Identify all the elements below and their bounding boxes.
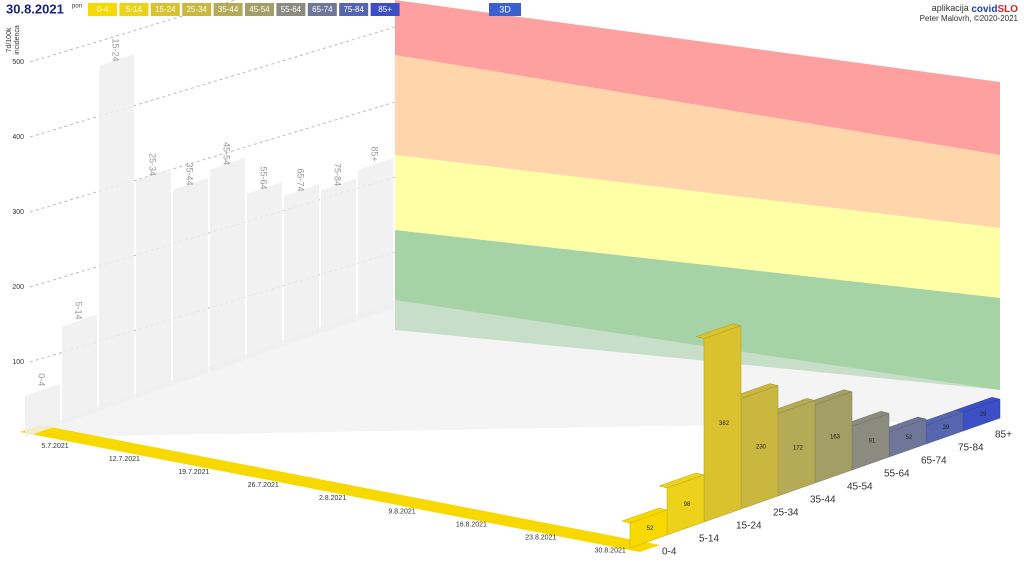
legend-button[interactable] <box>276 3 306 16</box>
bar <box>629 509 668 549</box>
date-label: 12.7.2021 <box>109 456 140 463</box>
legend-label[interactable]: 0-4 <box>97 5 109 14</box>
back-bar-label: 25-34 <box>148 153 158 176</box>
category-label: 55-64 <box>884 469 910 480</box>
category-label: 25-34 <box>773 508 799 519</box>
y-tick-label: 100 <box>12 359 24 366</box>
legend-button[interactable] <box>150 3 180 16</box>
legend-button[interactable] <box>339 3 369 16</box>
value-label: 98 <box>684 502 691 508</box>
category-label: 5-14 <box>699 534 719 545</box>
category-label: 35-44 <box>810 495 836 506</box>
back-bar-label: 0-4 <box>37 373 47 386</box>
date: 30.8.2021 <box>6 1 64 16</box>
value-label: 91 <box>869 439 876 445</box>
back-bar-label: 55-64 <box>259 166 269 189</box>
day: pon <box>72 4 82 10</box>
back-bar-label: 45-54 <box>222 142 232 165</box>
back-bar <box>358 158 393 320</box>
back-bar-label: 85+ <box>370 146 380 161</box>
back-bar <box>136 168 171 398</box>
back-bar <box>210 157 245 372</box>
category-label: 75-84 <box>958 443 984 454</box>
category-label: 45-54 <box>847 482 873 493</box>
band-yellow <box>395 155 1000 298</box>
mode-button[interactable] <box>489 3 521 16</box>
value-label: 172 <box>793 445 804 451</box>
date-label: 5.7.2021 <box>41 443 68 450</box>
value-label: 39 <box>943 425 950 431</box>
back-bar-label: 65-74 <box>296 168 306 191</box>
legend-label[interactable]: 35-44 <box>218 5 239 14</box>
value-label: 382 <box>719 421 730 427</box>
y-tick-label: 500 <box>12 59 24 66</box>
date-label: 19.7.2021 <box>178 469 209 476</box>
category-label: 85+ <box>995 430 1012 441</box>
band-green <box>395 230 1000 390</box>
bar <box>666 474 705 536</box>
legend-button[interactable] <box>370 3 400 16</box>
y-axis-title: incidenca <box>14 25 21 55</box>
back-bar <box>173 178 208 385</box>
y-axis-title: 7d/100k <box>6 27 13 52</box>
legend-button[interactable] <box>245 3 274 16</box>
band-orange <box>395 55 1000 228</box>
date-label: 30.8.2021 <box>595 548 626 555</box>
bar <box>703 325 742 523</box>
date-label: 26.7.2021 <box>248 482 279 489</box>
back-bar <box>99 54 134 411</box>
value-label: 39 <box>980 412 987 418</box>
value-label: 52 <box>906 435 913 441</box>
back-bar-label: 75-84 <box>333 163 343 186</box>
band-red <box>395 0 1000 155</box>
back-bar <box>321 178 356 333</box>
category-label: 65-74 <box>921 456 947 467</box>
category-label: 15-24 <box>736 521 762 532</box>
date-label: 16.8.2021 <box>456 521 487 528</box>
legend-label[interactable]: 45-54 <box>249 5 270 14</box>
legend-label[interactable]: 25-34 <box>186 5 207 14</box>
legend-label[interactable]: 75-84 <box>343 5 364 14</box>
y-tick-label: 300 <box>12 209 24 216</box>
date-label: 9.8.2021 <box>388 508 415 515</box>
y-tick-label: 400 <box>12 134 24 141</box>
y-tick-label: 200 <box>12 284 24 291</box>
app-name: covid <box>971 4 997 15</box>
legend-button[interactable] <box>119 3 149 16</box>
legend-button[interactable] <box>307 3 337 16</box>
legend-button[interactable] <box>182 3 212 16</box>
date-floor <box>20 425 660 552</box>
value-label: 230 <box>756 444 767 450</box>
legend-label[interactable]: 85+ <box>378 5 392 14</box>
app-credit: aplikacija covidSLO <box>932 3 1018 14</box>
back-bar <box>284 184 319 346</box>
value-label: 163 <box>830 434 841 440</box>
back-bar-label: 35-44 <box>185 162 195 185</box>
value-label: 52 <box>647 526 654 532</box>
app-name: SLO <box>997 4 1018 15</box>
back-bar <box>247 182 282 359</box>
legend-label[interactable]: 5-14 <box>126 5 143 14</box>
app-prefix: aplikacija <box>932 3 969 13</box>
chart: 100 200 300 400 500 0-4 5-14 15-24 25-34 35-44 45-… <box>12 0 1012 558</box>
date-label: 2.8.2021 <box>319 495 346 502</box>
category-label: 0-4 <box>662 547 677 558</box>
legend-label[interactable]: 65-74 <box>312 5 333 14</box>
legend-label[interactable]: 55-64 <box>281 5 302 14</box>
legend-button[interactable] <box>88 3 117 16</box>
back-bar-label: 15-24 <box>111 38 121 61</box>
date-label: 23.8.2021 <box>525 535 556 542</box>
author: Peter Malovrh, ©2020-2021 <box>920 14 1019 23</box>
back-bar-label: 5-14 <box>74 301 84 319</box>
back-bar <box>62 314 97 424</box>
legend-label[interactable]: 15-24 <box>155 5 176 14</box>
mode-label[interactable]: 3D <box>499 4 511 14</box>
legend-button[interactable] <box>213 3 243 16</box>
back-bar <box>25 383 60 437</box>
